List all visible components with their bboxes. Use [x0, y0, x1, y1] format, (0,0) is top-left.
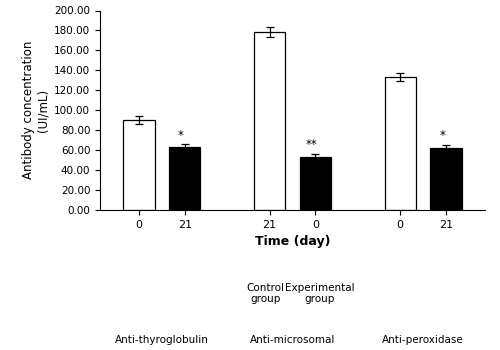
Text: **: ** [306, 138, 318, 151]
Text: Experimental
group: Experimental group [285, 283, 354, 304]
Bar [124, 120, 154, 210]
Text: *: * [178, 129, 184, 142]
Text: Anti-thyroglobulin: Anti-thyroglobulin [115, 335, 209, 345]
Bar [254, 32, 285, 210]
Bar [169, 147, 200, 210]
Text: *: * [439, 129, 445, 142]
Text: Anti-peroxidase: Anti-peroxidase [382, 335, 464, 345]
Bar [300, 157, 331, 210]
Bar [430, 148, 462, 210]
Text: Anti-microsomal: Anti-microsomal [250, 335, 335, 345]
X-axis label: Time (day): Time (day) [255, 235, 330, 248]
Y-axis label: Antibody concentration
(UI/mL): Antibody concentration (UI/mL) [22, 41, 50, 180]
Text: Control
group: Control group [246, 283, 284, 304]
Bar [384, 77, 416, 210]
